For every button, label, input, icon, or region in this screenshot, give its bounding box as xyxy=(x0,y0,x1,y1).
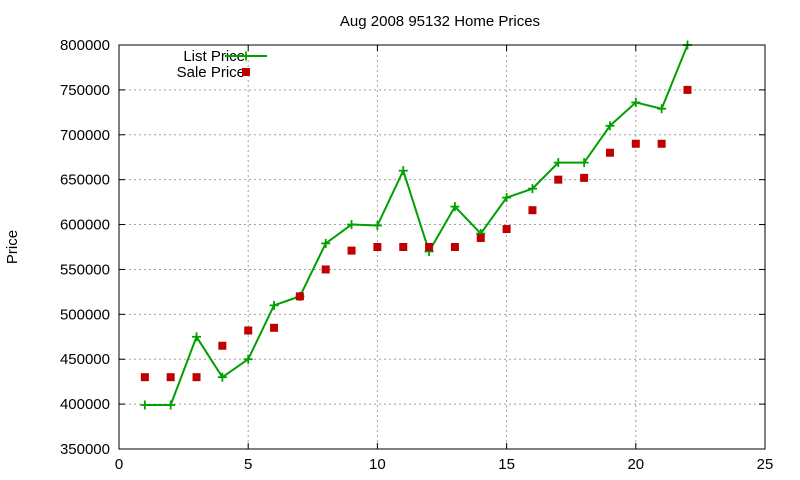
data-point xyxy=(218,341,227,350)
legend-swatch-marker xyxy=(241,51,251,61)
data-point xyxy=(269,300,279,310)
data-point xyxy=(217,372,227,382)
data-point xyxy=(295,292,304,301)
data-point xyxy=(553,158,563,168)
data-point xyxy=(166,373,175,382)
y-axis-label: Price xyxy=(4,230,21,264)
data-point xyxy=(476,234,485,243)
data-point xyxy=(270,323,279,332)
data-point xyxy=(450,243,459,251)
axis-ticks: 0 5 10 15 20 25 350000 400000 450000 500000 550000… xyxy=(60,37,773,473)
data-point xyxy=(657,139,666,148)
data-point xyxy=(243,354,253,364)
legend-entry: List Price xyxy=(183,48,267,65)
data-point xyxy=(450,202,460,212)
data-point xyxy=(399,243,408,251)
y-tick-label: 800000 xyxy=(60,37,110,54)
y-tick-label: 450000 xyxy=(60,351,110,368)
x-tick-label: 25 xyxy=(757,456,774,473)
data-point xyxy=(502,193,512,203)
x-tick-label: 20 xyxy=(627,456,644,473)
data-point xyxy=(192,373,201,382)
data-point xyxy=(166,400,176,410)
chart-title: Aug 2008 95132 Home Prices xyxy=(340,13,540,30)
data-point xyxy=(528,206,537,215)
data-point xyxy=(244,326,253,335)
plot-frame xyxy=(118,44,766,450)
y-tick-label: 600000 xyxy=(60,217,110,234)
x-tick-label: 0 xyxy=(115,456,123,473)
legend-label: List Price xyxy=(183,48,245,65)
data-point xyxy=(605,121,615,131)
data-point xyxy=(347,220,357,230)
data-point xyxy=(140,400,150,410)
data-point xyxy=(527,184,537,194)
legend-entry: Sale Price xyxy=(177,64,250,81)
data-point xyxy=(579,158,589,168)
x-tick-label: 10 xyxy=(369,456,386,473)
x-tick-label: 5 xyxy=(244,456,252,473)
series-layer xyxy=(140,40,692,410)
data-point xyxy=(347,246,356,255)
data-point xyxy=(554,175,563,184)
data-point xyxy=(657,104,667,114)
grid-lines xyxy=(119,45,765,449)
y-tick-label: 400000 xyxy=(60,396,110,413)
data-point xyxy=(373,243,382,251)
y-tick-label: 550000 xyxy=(60,261,110,278)
y-tick-label: 650000 xyxy=(60,172,110,189)
x-tick-label: 15 xyxy=(498,456,515,473)
legend-swatch-marker xyxy=(242,68,250,76)
y-tick-label: 350000 xyxy=(60,441,110,458)
data-point xyxy=(372,220,382,230)
series-0 xyxy=(140,40,692,410)
data-point xyxy=(605,148,614,157)
y-tick-label: 750000 xyxy=(60,82,110,99)
data-point xyxy=(192,332,202,342)
series-1 xyxy=(140,85,692,382)
data-point xyxy=(425,243,434,251)
data-point xyxy=(321,265,330,274)
data-point xyxy=(502,225,511,234)
data-point xyxy=(631,139,640,148)
data-point xyxy=(398,166,408,176)
series-line xyxy=(144,44,689,407)
data-point xyxy=(321,238,331,248)
data-point xyxy=(631,97,641,107)
data-point xyxy=(683,85,692,94)
data-point xyxy=(580,173,589,182)
y-tick-label: 700000 xyxy=(60,127,110,144)
data-point xyxy=(140,373,149,382)
legend-label: Sale Price xyxy=(177,64,245,81)
y-tick-label: 500000 xyxy=(60,306,110,323)
